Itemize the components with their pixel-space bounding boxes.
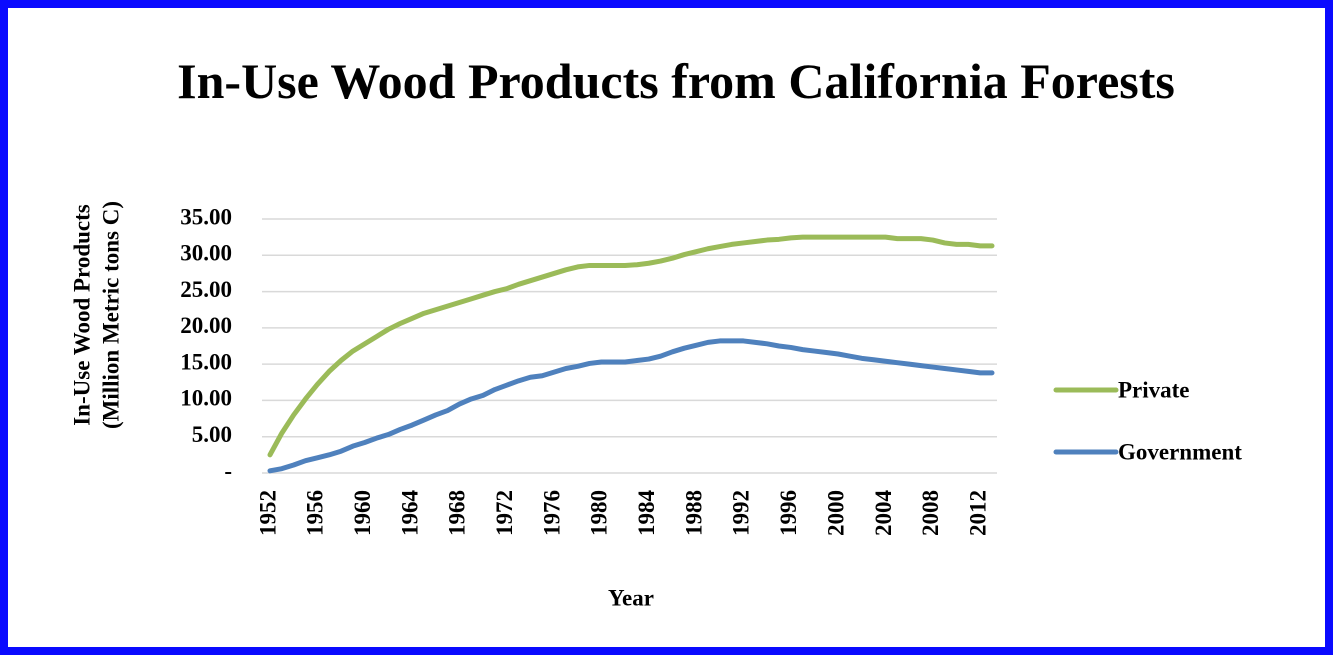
y-tick-label: 20.00 (180, 313, 232, 338)
x-tick-label: 1972 (492, 490, 517, 536)
x-tick-label: 2008 (918, 490, 943, 536)
x-tick-label: 2004 (871, 490, 896, 537)
x-tick-label: 1960 (350, 490, 375, 536)
legend-label: Government (1118, 439, 1242, 464)
chart-title: In-Use Wood Products from California For… (177, 53, 1175, 109)
legend-label: Private (1118, 377, 1190, 402)
line-series (267, 338, 995, 474)
y-tick-label: 15.00 (180, 349, 232, 374)
y-tick-label: 30.00 (180, 241, 232, 266)
x-tick-label: 1952 (255, 490, 280, 536)
x-tick-label: 1996 (776, 490, 801, 536)
x-tick-label: 1976 (539, 490, 564, 536)
x-tick-label: 1992 (729, 490, 754, 536)
x-tick-label: 1964 (397, 490, 422, 537)
y-tick-label: 5.00 (192, 422, 232, 447)
x-tick-label: 1984 (634, 490, 659, 537)
x-tick-label: 1968 (445, 490, 470, 536)
x-axis-title: Year (608, 585, 654, 610)
y-tick-label: 10.00 (180, 386, 232, 411)
y-axis-title: In-Use Wood Products (69, 204, 94, 426)
x-tick-label: 1988 (681, 490, 706, 536)
x-tick-label: 1956 (303, 490, 328, 536)
y-tick-label: 35.00 (180, 204, 232, 229)
line-series (267, 234, 995, 458)
x-tick-label: 1980 (587, 490, 612, 536)
y-axis-title: (Million Metric tons C) (98, 201, 123, 429)
x-tick-label: 2000 (823, 490, 848, 536)
y-tick-label: 25.00 (180, 277, 232, 302)
x-tick-label: 2012 (965, 490, 990, 536)
y-tick-label: - (224, 458, 232, 483)
